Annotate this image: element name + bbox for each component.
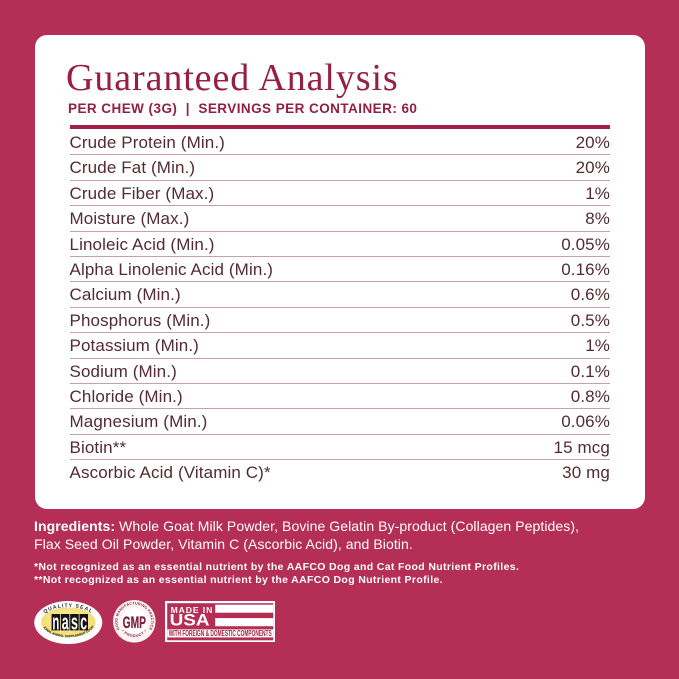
svg-text:n: n — [52, 609, 59, 634]
svg-text:c: c — [80, 609, 87, 634]
svg-text:USA: USA — [169, 611, 209, 629]
svg-text:a: a — [62, 609, 69, 634]
svg-text:WITH FOREIGN & DOMESTIC COMPON: WITH FOREIGN & DOMESTIC COMPONENTS — [168, 629, 271, 638]
svg-text:s: s — [71, 609, 78, 634]
svg-text:GMP: GMP — [123, 613, 146, 632]
svg-text:MADE IN: MADE IN — [170, 605, 213, 615]
